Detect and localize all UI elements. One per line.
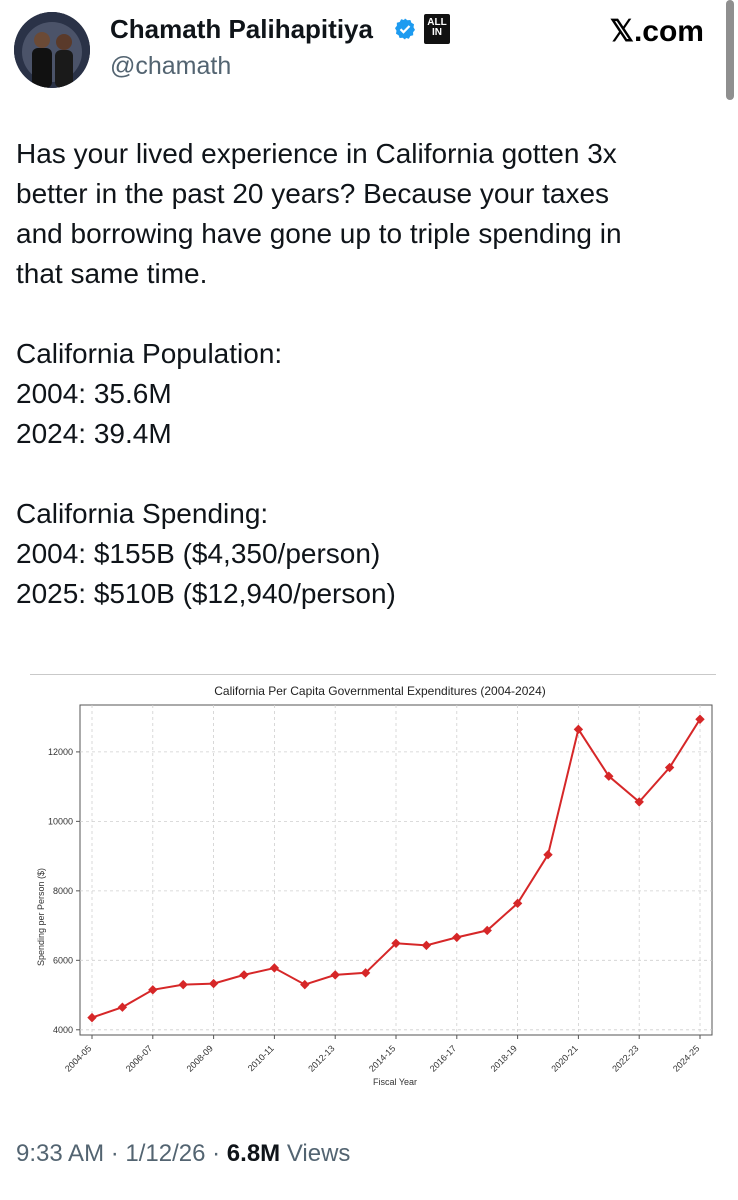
- chart-title: California Per Capita Governmental Expen…: [214, 684, 546, 698]
- data-point: [87, 1012, 97, 1023]
- y-axis-label: Spending per Person ($): [36, 868, 46, 966]
- data-point: [208, 978, 219, 989]
- x-tick-label: 2008-09: [185, 1043, 215, 1073]
- data-point: [360, 968, 371, 978]
- y-tick-label: 10000: [48, 816, 73, 826]
- verified-badge-icon: [395, 18, 415, 40]
- post-header: Chamath Palihapitiya ALL IN @chamath 𝕏.c…: [0, 0, 738, 110]
- affiliate-badge[interactable]: ALL IN: [424, 14, 450, 44]
- data-point: [421, 940, 432, 951]
- spending-line: 2004: $155B ($4,350/person): [16, 538, 381, 569]
- chart-image[interactable]: California Per Capita Governmental Expen…: [30, 674, 716, 1095]
- y-tick-label: 12000: [48, 747, 73, 757]
- x-tick-label: 2024-25: [671, 1043, 701, 1073]
- x-tick-label: 2014-15: [367, 1043, 397, 1073]
- separator-dot: ·: [104, 1140, 126, 1167]
- x-tick-label: 2018-19: [489, 1043, 519, 1073]
- data-point: [148, 985, 158, 995]
- data-point: [604, 771, 614, 781]
- x-tick-label: 2016-17: [428, 1043, 458, 1073]
- data-point: [330, 970, 340, 980]
- data-point: [573, 724, 584, 735]
- post-text-line: that same time.: [16, 258, 208, 289]
- x-tick-label: 2022-23: [610, 1043, 640, 1073]
- post-text-line: and borrowing have gone up to triple spe…: [16, 218, 622, 249]
- population-line: 2024: 39.4M: [16, 418, 172, 449]
- data-point: [482, 925, 492, 936]
- site-logo: 𝕏.com: [609, 15, 704, 48]
- data-point: [512, 898, 523, 909]
- data-point: [391, 938, 401, 949]
- population-line: 2004: 35.6M: [16, 378, 172, 409]
- data-point: [178, 979, 188, 990]
- data-point: [117, 1002, 128, 1012]
- data-point: [695, 714, 705, 724]
- data-point: [269, 963, 280, 973]
- post-text-line: Has your lived experience in California …: [16, 138, 617, 169]
- author-handle[interactable]: @chamath: [110, 52, 232, 80]
- x-tick-label: 2004-05: [63, 1043, 93, 1073]
- avatar-photo-icon: [14, 12, 90, 88]
- x-tick-label: 2020-21: [549, 1043, 579, 1073]
- scrollbar-thumb[interactable]: [726, 0, 734, 100]
- separator-dot: ·: [205, 1140, 227, 1167]
- author-name[interactable]: Chamath Palihapitiya: [110, 14, 373, 44]
- data-point: [543, 850, 553, 860]
- post-body: Has your lived experience in California …: [16, 134, 716, 614]
- spending-line: 2025: $510B ($12,940/person): [16, 578, 396, 609]
- post-footer: 9:33 AM · 1/12/26 · 6.8M Views: [16, 1140, 350, 1168]
- y-tick-label: 4000: [53, 1025, 73, 1035]
- post-text-line: better in the past 20 years? Because you…: [16, 178, 610, 209]
- x-tick-label: 2010-11: [246, 1043, 276, 1073]
- y-tick-label: 6000: [53, 955, 73, 965]
- data-point: [452, 932, 462, 943]
- data-point: [664, 762, 675, 773]
- y-tick-label: 8000: [53, 886, 73, 896]
- views-label: Views: [286, 1140, 351, 1167]
- x-tick-label: 2006-07: [124, 1043, 154, 1073]
- x-axis-label: Fiscal Year: [373, 1077, 417, 1087]
- post-date[interactable]: 1/12/26: [125, 1140, 206, 1167]
- line-chart: California Per Capita Governmental Expen…: [36, 684, 713, 1087]
- views-count[interactable]: 6.8M: [226, 1140, 281, 1167]
- spending-heading: California Spending:: [16, 498, 269, 529]
- population-heading: California Population:: [16, 338, 283, 369]
- data-point: [634, 797, 644, 807]
- data-point: [239, 970, 249, 980]
- author-avatar[interactable]: [14, 12, 90, 88]
- data-point: [300, 979, 310, 990]
- x-tick-label: 2012-13: [306, 1043, 336, 1073]
- post-time[interactable]: 9:33 AM: [16, 1140, 105, 1167]
